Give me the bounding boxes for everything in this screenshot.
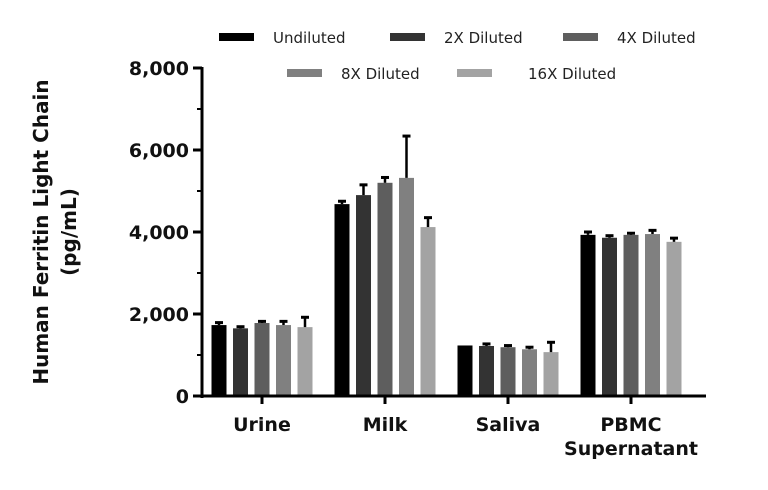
bar — [543, 340, 559, 396]
bar — [377, 175, 393, 396]
x-category-label: Saliva — [476, 414, 541, 436]
bars — [211, 134, 682, 396]
legend-swatch — [287, 69, 322, 77]
bar — [297, 315, 313, 396]
legend-swatch — [563, 33, 598, 41]
bar — [623, 231, 639, 396]
bar — [420, 216, 436, 396]
bar — [399, 134, 414, 396]
bar — [233, 325, 248, 396]
bar — [334, 199, 350, 396]
y-tick-label: 2,000 — [129, 304, 189, 326]
bar — [645, 228, 660, 396]
x-category-label: Supernatant — [564, 438, 698, 460]
legend-item: Undiluted — [219, 29, 345, 47]
legend-label: 16X Diluted — [528, 65, 616, 83]
legend: Undiluted 2X Diluted 4X Diluted 8X Diluted 1… — [219, 29, 696, 83]
bar — [457, 345, 473, 396]
bar — [254, 319, 270, 396]
y-axis-label: Human Ferritin Light Chain (pg/mL) — [29, 79, 81, 384]
x-category-label: PBMC — [600, 414, 661, 436]
bar — [500, 344, 516, 396]
y-axis: 0 2,000 4,000 6,000 8,000 — [129, 58, 204, 408]
bar — [211, 321, 227, 396]
bar — [666, 236, 682, 396]
bar — [479, 342, 494, 396]
x-category-label: Urine — [233, 414, 291, 436]
legend-swatch — [390, 33, 425, 41]
legend-swatch — [457, 69, 492, 77]
bar — [602, 234, 617, 396]
legend-label: 4X Diluted — [617, 29, 696, 47]
legend-item: 8X Diluted — [287, 65, 420, 83]
bar — [522, 345, 537, 396]
legend-item: 2X Diluted — [390, 29, 523, 47]
legend-swatch — [219, 33, 254, 41]
y-tick-label: 6,000 — [129, 140, 189, 162]
legend-item: 16X Diluted — [457, 65, 616, 83]
legend-label: 8X Diluted — [341, 65, 420, 83]
bar — [356, 183, 371, 396]
y-tick-label: 0 — [176, 386, 189, 408]
x-category-label: Milk — [363, 414, 408, 436]
y-tick-label: 4,000 — [129, 222, 189, 244]
y-axis-label-line: Human Ferritin Light Chain — [29, 79, 53, 384]
y-axis-label-line: (pg/mL) — [57, 188, 81, 276]
legend-label: Undiluted — [273, 29, 345, 47]
y-tick-label: 8,000 — [129, 58, 189, 80]
bar — [276, 319, 291, 396]
legend-label: 2X Diluted — [444, 29, 523, 47]
legend-item: 4X Diluted — [563, 29, 696, 47]
bar — [580, 230, 596, 396]
